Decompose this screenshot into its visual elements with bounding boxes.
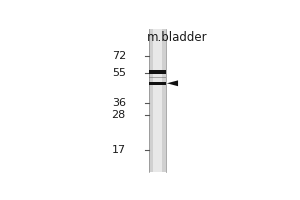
Bar [148, 77, 166, 78]
Text: 55: 55 [112, 68, 126, 78]
Bar [148, 82, 166, 85]
Text: 36: 36 [112, 98, 126, 108]
Bar [148, 29, 166, 172]
Bar [148, 70, 166, 74]
Bar [153, 29, 162, 172]
Text: 72: 72 [112, 51, 126, 61]
Text: m.bladder: m.bladder [147, 31, 207, 44]
Text: 28: 28 [112, 110, 126, 120]
Text: 17: 17 [112, 145, 126, 155]
Polygon shape [167, 80, 178, 86]
